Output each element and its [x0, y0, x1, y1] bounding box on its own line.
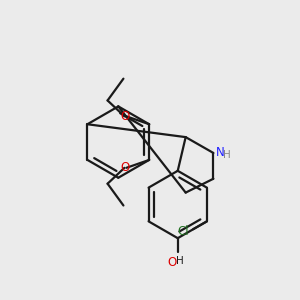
Text: N: N [215, 146, 224, 160]
Text: O: O [121, 110, 130, 123]
Text: H: H [223, 150, 231, 160]
Text: H: H [176, 256, 184, 266]
Text: O: O [121, 161, 130, 174]
Text: O: O [167, 256, 176, 269]
Text: Cl: Cl [178, 225, 189, 238]
